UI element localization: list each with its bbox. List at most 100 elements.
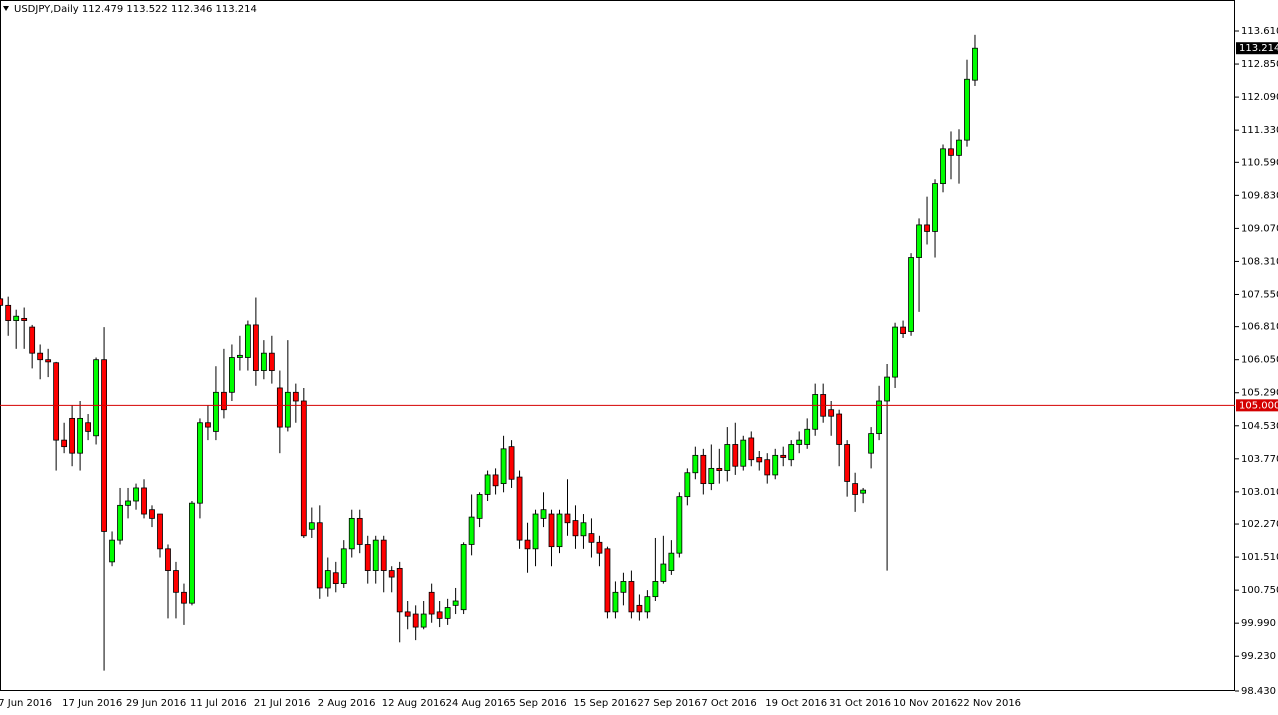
candle-body — [276, 387, 283, 428]
candle-body — [860, 489, 867, 494]
candle-body — [0, 298, 4, 306]
candle-body — [53, 362, 60, 441]
candle-body — [364, 544, 371, 571]
candle-body — [412, 613, 419, 628]
candle-body — [133, 487, 139, 502]
candle-body — [45, 359, 52, 363]
candle-body — [868, 433, 875, 454]
y-tick-label: 112.090 — [1241, 92, 1278, 103]
candle-body — [596, 541, 603, 554]
y-tick-label: 104.530 — [1241, 421, 1278, 432]
candle-body — [628, 581, 635, 613]
candle-body — [13, 315, 20, 321]
candle-body — [724, 444, 731, 471]
hline-label: 105.000 — [1239, 400, 1278, 411]
candle-body — [620, 581, 627, 593]
candle-body — [852, 483, 859, 495]
candle-body — [229, 357, 235, 393]
y-tick-label: 101.510 — [1241, 552, 1278, 563]
candle-body — [676, 496, 683, 554]
candle-body — [197, 422, 203, 504]
candle-body — [588, 533, 595, 543]
candle-body — [556, 513, 563, 548]
candle-body — [516, 476, 523, 541]
candle-body — [21, 317, 28, 321]
candle-body — [308, 522, 315, 530]
candle-body — [572, 520, 579, 537]
candle-body — [69, 417, 76, 454]
candle-body — [740, 439, 747, 467]
candle-body — [908, 257, 914, 332]
candle-body — [564, 513, 571, 524]
candle-body — [460, 544, 467, 611]
x-tick-label: 29 Jun 2016 — [126, 698, 186, 709]
x-tick-label: 2 Aug 2016 — [318, 698, 376, 709]
candle-body — [452, 600, 459, 606]
x-tick-label: 5 Sep 2016 — [510, 698, 567, 709]
x-tick-label: 21 Jul 2016 — [254, 698, 311, 709]
y-tick-label: 102.270 — [1241, 519, 1278, 530]
x-tick-label: 22 Nov 2016 — [957, 698, 1021, 709]
candle-body — [828, 409, 835, 417]
candle-body — [660, 563, 667, 582]
candle-body — [236, 354, 243, 358]
x-tick-label: 24 Aug 2016 — [446, 698, 510, 709]
y-tick-label: 107.550 — [1241, 289, 1278, 300]
candle-body — [732, 444, 739, 467]
chart-title: USDJPY,Daily 112.479 113.522 112.346 113… — [14, 4, 257, 15]
plot-frame — [0, 0, 1235, 691]
candle-body — [916, 224, 922, 258]
hline-label-box — [1236, 399, 1278, 412]
candle-body — [316, 522, 323, 589]
price-label-box — [1236, 42, 1278, 55]
candle-body — [300, 400, 307, 537]
y-tick-label: 98.430 — [1241, 686, 1276, 697]
candle-body — [900, 326, 906, 335]
candle-body — [844, 444, 851, 482]
candle-body — [268, 352, 275, 371]
candle-body — [93, 359, 99, 437]
candle-body — [716, 467, 723, 471]
candle-body — [101, 359, 107, 532]
candle-body — [532, 513, 539, 550]
candle-body — [708, 467, 715, 485]
x-tick-label: 7 Jun 2016 — [0, 698, 52, 709]
candle-body — [964, 78, 970, 141]
y-tick-label: 99.990 — [1241, 618, 1276, 629]
candle-body — [436, 611, 443, 619]
candle-body — [636, 604, 643, 613]
candle-body — [500, 448, 507, 485]
candle-body — [252, 324, 259, 371]
candle-body — [5, 304, 12, 321]
candle-body — [173, 570, 179, 593]
y-tick-label: 108.310 — [1241, 256, 1278, 267]
candle-body — [29, 326, 36, 354]
candle-body — [612, 591, 619, 613]
x-tick-label: 27 Sep 2016 — [637, 698, 700, 709]
y-tick-label: 112.850 — [1241, 59, 1278, 70]
candle-body — [181, 591, 187, 604]
candle-body — [692, 454, 699, 474]
candle-body — [165, 548, 171, 571]
candle-body — [388, 570, 395, 578]
candle-body — [444, 607, 451, 619]
y-tick-label: 110.590 — [1241, 157, 1278, 168]
candle-body — [85, 422, 91, 432]
candle-body — [77, 417, 83, 454]
candle-body — [205, 422, 211, 428]
candle-body — [380, 539, 387, 571]
candle-body — [948, 148, 954, 156]
candle-body — [468, 516, 475, 545]
candle-body — [748, 437, 755, 461]
candle-body — [940, 148, 946, 185]
menu-triangle[interactable] — [3, 6, 9, 11]
candle-body — [37, 352, 44, 361]
x-tick-label: 17 Jun 2016 — [62, 698, 122, 709]
candle-body — [484, 474, 491, 495]
candle-body — [221, 391, 227, 411]
candle-body — [788, 444, 795, 461]
y-tick-label: 105.290 — [1241, 388, 1278, 399]
candle-body — [476, 494, 483, 519]
candle-body — [932, 183, 938, 232]
